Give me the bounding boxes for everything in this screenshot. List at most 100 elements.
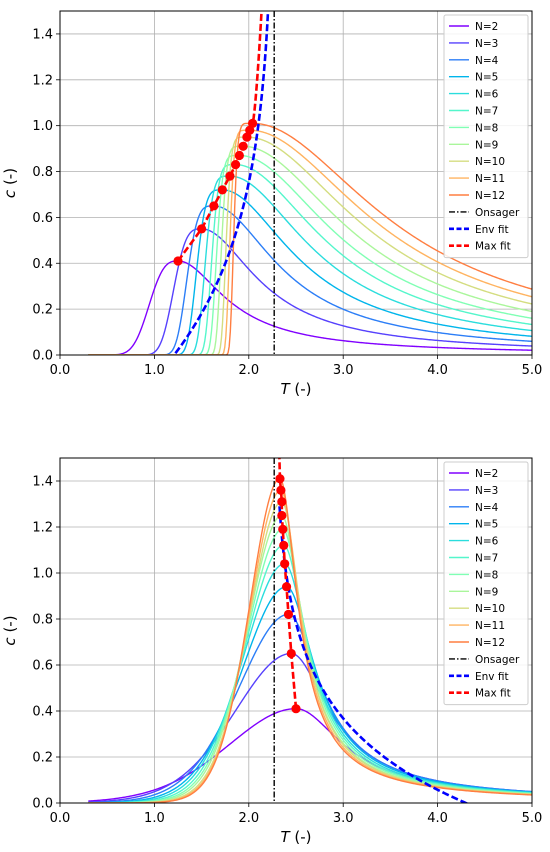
plot-area [88,458,532,803]
x-tick-label: 1.0 [144,363,165,378]
series-line-n12 [88,122,532,355]
max-point [278,524,288,534]
max-point [234,150,244,161]
legend-label: N=4 [475,502,499,514]
legend-label: N=10 [475,603,505,615]
legend-box [443,461,529,706]
max-point [173,256,183,266]
legend-label: N=3 [475,485,498,497]
legend-label: N=7 [475,106,498,118]
y-tick-label: 0.2 [32,303,53,318]
max-point [279,540,289,551]
x-axis-label: T (-) [280,828,311,846]
legend-label: N=4 [475,55,499,67]
x-tick-label: 2.0 [238,811,259,826]
plot-frame [59,457,533,804]
max-point [286,648,296,659]
x-axis-label-text: T (-) [280,828,311,846]
legend-label: N=8 [475,569,498,581]
legend-label: Onsager [475,207,520,219]
legend: N=2 N=3 N=4 N=5 N=6 N=7 N=8 N=9 N=10 N=11 N=12 Onsa… [443,461,529,706]
env-fit-line [172,11,270,355]
max-point [217,185,227,195]
legend-label: Onsager [475,654,520,666]
legend-label: N=6 [475,536,499,548]
series-line-n10 [88,136,532,355]
chart-1: 0.0 1.0 2.0 3.0 4.0 5.0 0.0 0.2 0.4 0.6 0.8 1.0 1.2 1… [1,10,543,398]
y-tick-label: 0.0 [32,349,53,364]
max-point [277,510,287,521]
series-line-n11 [88,129,532,355]
legend-label: N=3 [475,38,498,50]
max-point [197,224,207,234]
max-point [247,118,258,128]
max-point [230,160,241,170]
x-tick-label: 5.0 [522,811,543,826]
x-tick-label: 0.0 [50,811,71,826]
legend-label: Env fit [475,224,509,236]
legend-box [443,14,529,259]
max-point [275,474,285,484]
x-axis-label: T (-) [280,380,311,398]
y-tick-label: 0.8 [32,613,53,628]
max-point [209,201,219,211]
legend: N=2 N=3 N=4 N=5 N=6 N=7 N=8 N=9 N=10 N=11 N=12 Onsa… [443,14,529,259]
series-line-n6 [88,175,532,355]
legend-label: N=10 [475,156,505,168]
max-point [291,704,301,714]
series-line-n8 [88,528,532,803]
series-line-n8 [88,154,532,355]
legend-label: N=2 [475,21,498,33]
y-tick-label: 0.2 [32,751,53,766]
x-tick-label: 3.0 [333,363,354,378]
x-axis-label-text: T (-) [280,380,311,398]
max-point [245,125,255,135]
legend-label: N=12 [475,637,505,649]
max-point [276,485,286,495]
y-tick-label: 0.6 [32,659,53,674]
y-tick-label: 1.2 [32,521,53,536]
y-tick-label: 1.4 [32,27,53,42]
plot-frame [59,10,533,356]
y-tick-label: 0.4 [32,257,53,272]
legend-label: N=5 [475,72,498,84]
x-tick-label: 5.0 [522,363,543,378]
legend-label: Env fit [475,671,509,683]
y-axis-label: c (-) [1,615,19,645]
x-tick-label: 4.0 [427,811,448,826]
y-tick-label: 1.0 [32,567,53,582]
max-point [281,582,292,592]
series-line-n7 [88,163,532,355]
x-tick-label: 1.0 [144,811,165,826]
max-point [277,497,287,507]
x-tick-label: 2.0 [238,363,259,378]
legend-label: N=7 [475,553,498,565]
series-line-n2 [88,260,532,355]
legend-label: N=12 [475,190,505,202]
series-line-n9 [88,145,532,355]
series-line-n7 [88,544,532,803]
chart-2: 0.0 1.0 2.0 3.0 4.0 5.0 0.0 0.2 0.4 0.6 0.8 1.0 1.2 1… [1,457,543,846]
legend-label: N=11 [475,173,505,185]
legend-label: N=11 [475,620,505,632]
series-line-n5 [88,189,532,355]
x-tick-label: 3.0 [333,811,354,826]
y-tick-label: 0.0 [32,797,53,812]
y-tick-label: 1.0 [32,119,53,134]
legend-label: N=2 [475,468,498,480]
y-tick-label: 1.2 [32,73,53,88]
legend-label: Max fit [475,241,511,253]
max-point [242,132,252,142]
max-point [280,559,290,569]
y-tick-label: 0.8 [32,165,53,180]
legend-label: N=8 [475,122,498,134]
x-tick-label: 4.0 [427,363,448,378]
x-tick-label: 0.0 [50,363,71,378]
legend-label: N=5 [475,519,498,531]
legend-label: N=9 [475,139,498,151]
y-tick-label: 0.6 [32,211,53,226]
max-point [225,171,235,181]
max-point [283,609,294,620]
series-line-n3 [88,228,532,355]
